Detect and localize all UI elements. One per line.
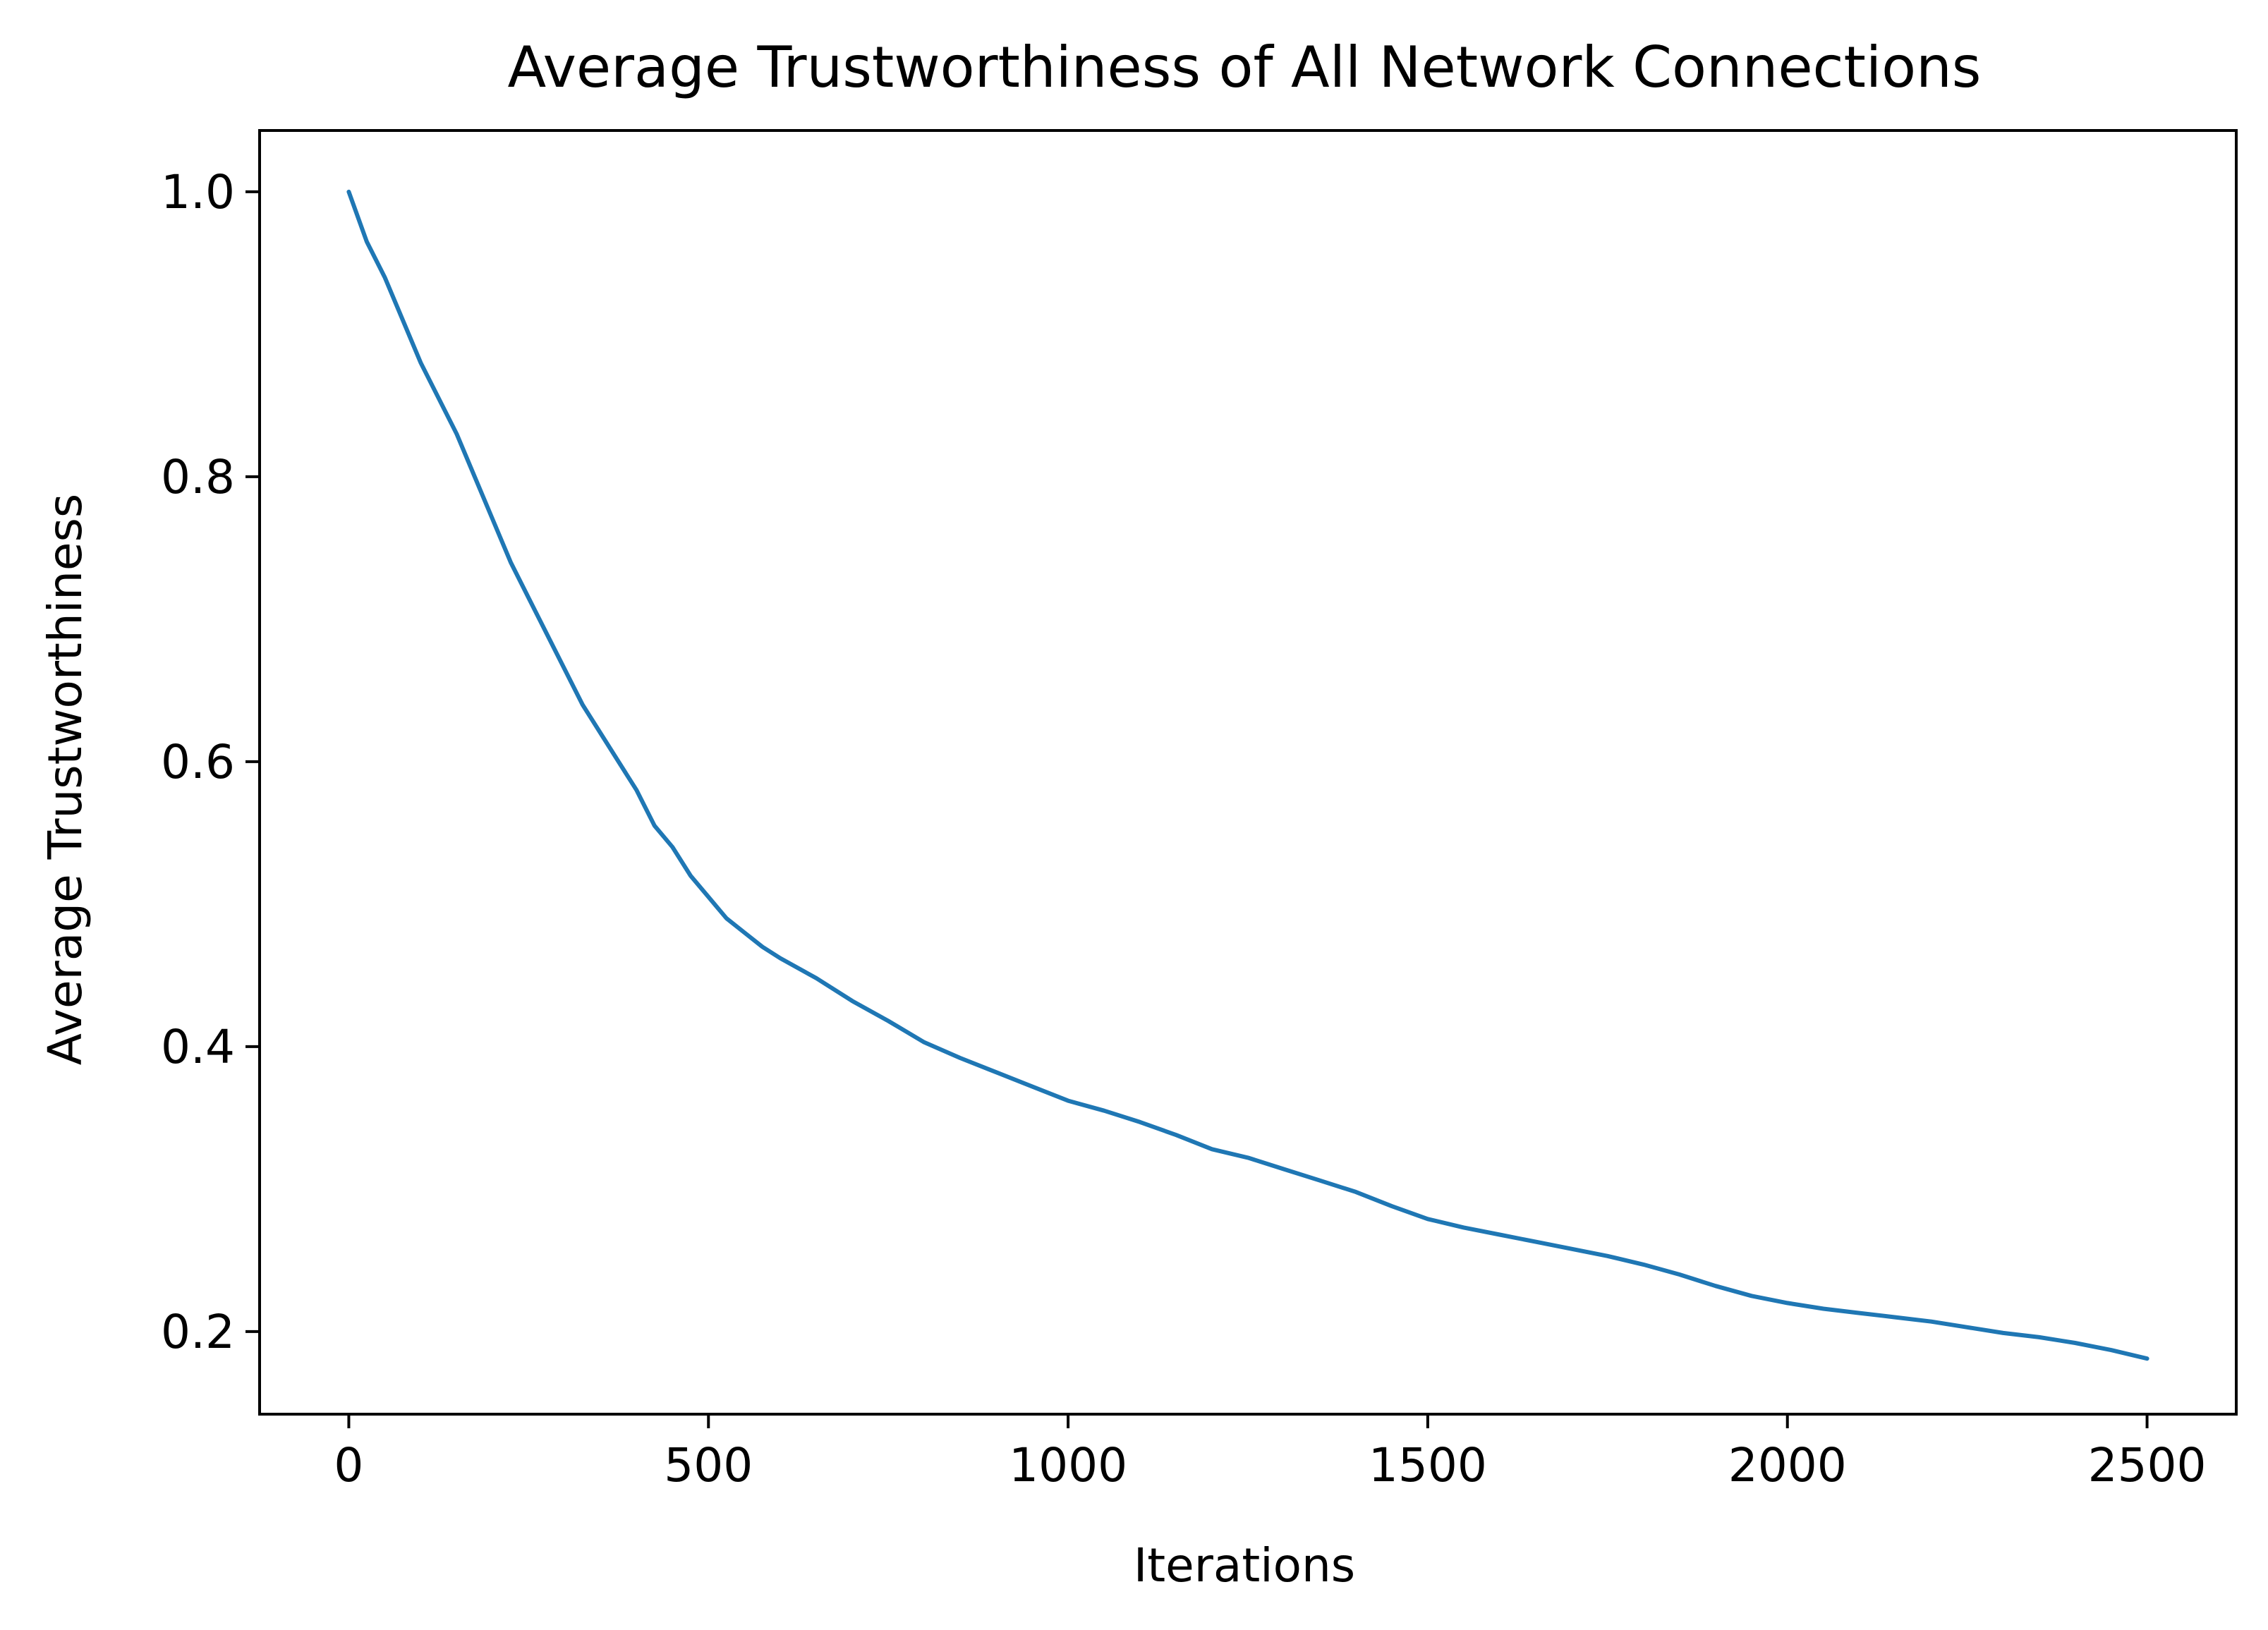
x-tick-label: 1500: [1369, 1438, 1487, 1492]
plot-area-frame: [258, 129, 2238, 1416]
x-tick-label: 0: [334, 1438, 363, 1492]
x-axis-ticks: 0 500 1000 1500 2000 2500: [334, 1414, 2207, 1492]
x-axis-label: Iterations: [1134, 1538, 1355, 1593]
trustworthiness-series-line: [346, 189, 2149, 1361]
y-tick-label: 1.0: [161, 165, 235, 219]
y-tick-label: 0.2: [161, 1305, 235, 1359]
y-tick-label: 0.4: [161, 1020, 235, 1074]
chart-title: Average Trustworthiness of All Network C…: [508, 35, 1982, 100]
y-tick-label: 0.6: [161, 735, 235, 789]
y-tick-label: 0.8: [161, 450, 235, 504]
y-axis-label: Average Trustworthiness: [38, 494, 92, 1066]
x-tick-label: 500: [664, 1438, 753, 1492]
y-axis-ticks: 0.2 0.4 0.6 0.8 1.0: [161, 165, 260, 1359]
x-tick-label: 2000: [1728, 1438, 1847, 1492]
x-tick-label: 2500: [2088, 1438, 2207, 1492]
x-tick-label: 1000: [1009, 1438, 1127, 1492]
